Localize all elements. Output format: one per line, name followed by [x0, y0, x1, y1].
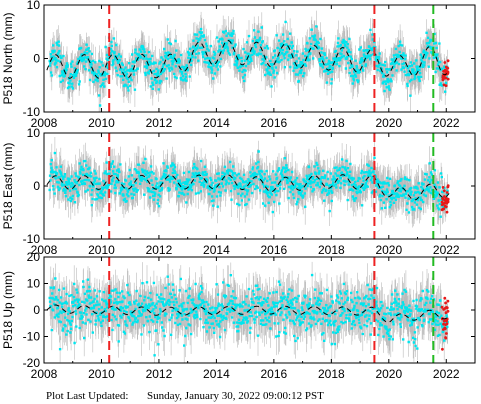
- recent-point: [442, 83, 446, 87]
- plot-area: [46, 10, 450, 112]
- recent-point: [442, 69, 445, 73]
- recent-point: [441, 197, 445, 201]
- model-curve: [46, 174, 450, 201]
- panel-1: 2008 2010 2012 2014 2016 2018 2020 2022 10 0 -10 P5…: [1, 0, 476, 130]
- x-tick-label: 2008: [31, 243, 58, 257]
- x-tick-label: 2020: [375, 367, 402, 381]
- x-tick-label: 2012: [146, 367, 173, 381]
- recent-point: [446, 59, 450, 63]
- recent-point: [444, 311, 448, 315]
- recent-point: [441, 186, 445, 189]
- recent-point: [446, 299, 450, 303]
- model-curve: [46, 40, 450, 79]
- recent-point: [445, 210, 449, 214]
- x-tick-label: 2018: [318, 367, 345, 381]
- panel-3: 2008 2010 2012 2014 2016 2018 2020 202220100-10…: [1, 250, 476, 381]
- x-tick-label: 2016: [261, 367, 288, 381]
- y-axis-label: P518 North (mm): [1, 12, 15, 104]
- x-tick-label: 2012: [146, 116, 173, 130]
- recent-point: [445, 191, 449, 194]
- y-tick-label: 0: [33, 179, 40, 193]
- recent-point: [440, 208, 444, 212]
- y-tick-label: 10: [27, 0, 41, 12]
- footer-label: Plot Last Updated:: [46, 390, 129, 402]
- x-tick-label: 2014: [203, 367, 230, 381]
- recent-point: [446, 72, 449, 76]
- recent-point: [444, 200, 448, 204]
- x-tick-label: 2020: [375, 116, 402, 130]
- x-tick-label: 2018: [318, 116, 345, 130]
- data-points: [48, 150, 449, 218]
- x-tick-label: 2010: [88, 116, 115, 130]
- model-curve: [46, 304, 450, 324]
- footer-timestamp: Sunday, January 30, 2022 09:00:12 PST: [147, 390, 324, 402]
- recent-point: [444, 323, 447, 326]
- y-tick-label: -10: [23, 330, 41, 344]
- panel-2: 2008 2010 2012 2014 2016 2018 2020 2022 10 0 -10 P5…: [1, 126, 476, 257]
- y-tick-label: 0: [33, 52, 40, 66]
- recent-point: [443, 204, 447, 208]
- recent-point: [443, 61, 447, 64]
- recent-point: [444, 301, 447, 305]
- plot-area: [46, 137, 450, 234]
- y-axis-label: P518 Up (mm): [1, 271, 15, 349]
- recent-point: [443, 76, 447, 80]
- recent-point: [446, 77, 450, 81]
- x-tick-label: 2008: [31, 116, 58, 130]
- recent-point: [442, 189, 446, 193]
- x-tick-label: 2008: [31, 367, 58, 381]
- recent-point: [441, 347, 444, 351]
- recent-point: [440, 200, 444, 204]
- recent-point: [441, 202, 445, 206]
- recent-point: [443, 195, 446, 198]
- recent-point: [444, 69, 448, 72]
- recent-point: [445, 332, 448, 335]
- x-tick-label: 2012: [146, 243, 173, 257]
- x-tick-label: 2010: [88, 367, 115, 381]
- recent-point: [443, 296, 447, 300]
- recent-point: [446, 309, 450, 313]
- recent-point: [445, 306, 449, 310]
- recent-point: [440, 305, 444, 309]
- x-tick-label: 2018: [318, 243, 345, 257]
- y-tick-label: 0: [33, 303, 40, 317]
- x-tick-label: 2016: [261, 243, 288, 257]
- y-axis-label: P518 East (mm): [1, 143, 15, 230]
- y-tick-label: 10: [27, 126, 41, 140]
- x-tick-label: 2022: [433, 243, 460, 257]
- recent-point: [442, 328, 445, 331]
- recent-point: [442, 308, 446, 311]
- x-tick-label: 2014: [203, 116, 230, 130]
- plot-area: [46, 261, 450, 363]
- x-tick-label: 2010: [88, 243, 115, 257]
- x-tick-label: 2020: [375, 243, 402, 257]
- y-tick-label: -20: [23, 356, 41, 370]
- y-tick-label: 10: [27, 277, 41, 291]
- data-points: [48, 273, 449, 357]
- recent-point: [446, 185, 450, 189]
- recent-point: [446, 197, 450, 201]
- x-tick-label: 2022: [433, 367, 460, 381]
- x-tick-label: 2022: [433, 116, 460, 130]
- x-tick-label: 2014: [203, 243, 230, 257]
- y-tick-label: -10: [23, 232, 41, 246]
- x-tick-label: 2016: [261, 116, 288, 130]
- y-tick-label: -10: [23, 105, 41, 119]
- y-tick-label: 20: [27, 250, 41, 264]
- recent-point: [444, 336, 448, 340]
- recent-point: [445, 66, 449, 70]
